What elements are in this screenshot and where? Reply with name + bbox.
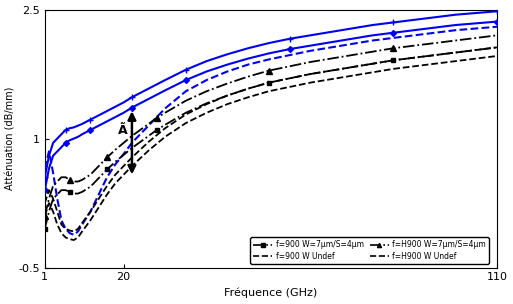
Text: Ã: Ã <box>117 124 127 137</box>
Y-axis label: Atténuation (dB/mm): Atténuation (dB/mm) <box>6 87 15 190</box>
X-axis label: Fréquence (GHz): Fréquence (GHz) <box>224 288 318 299</box>
Legend: f=900 W=7μm/S=4μm, f=900 W Undef, f=H900 W=7μm/S=4μm, f=H900 W Undef: f=900 W=7μm/S=4μm, f=900 W Undef, f=H900… <box>250 237 488 264</box>
